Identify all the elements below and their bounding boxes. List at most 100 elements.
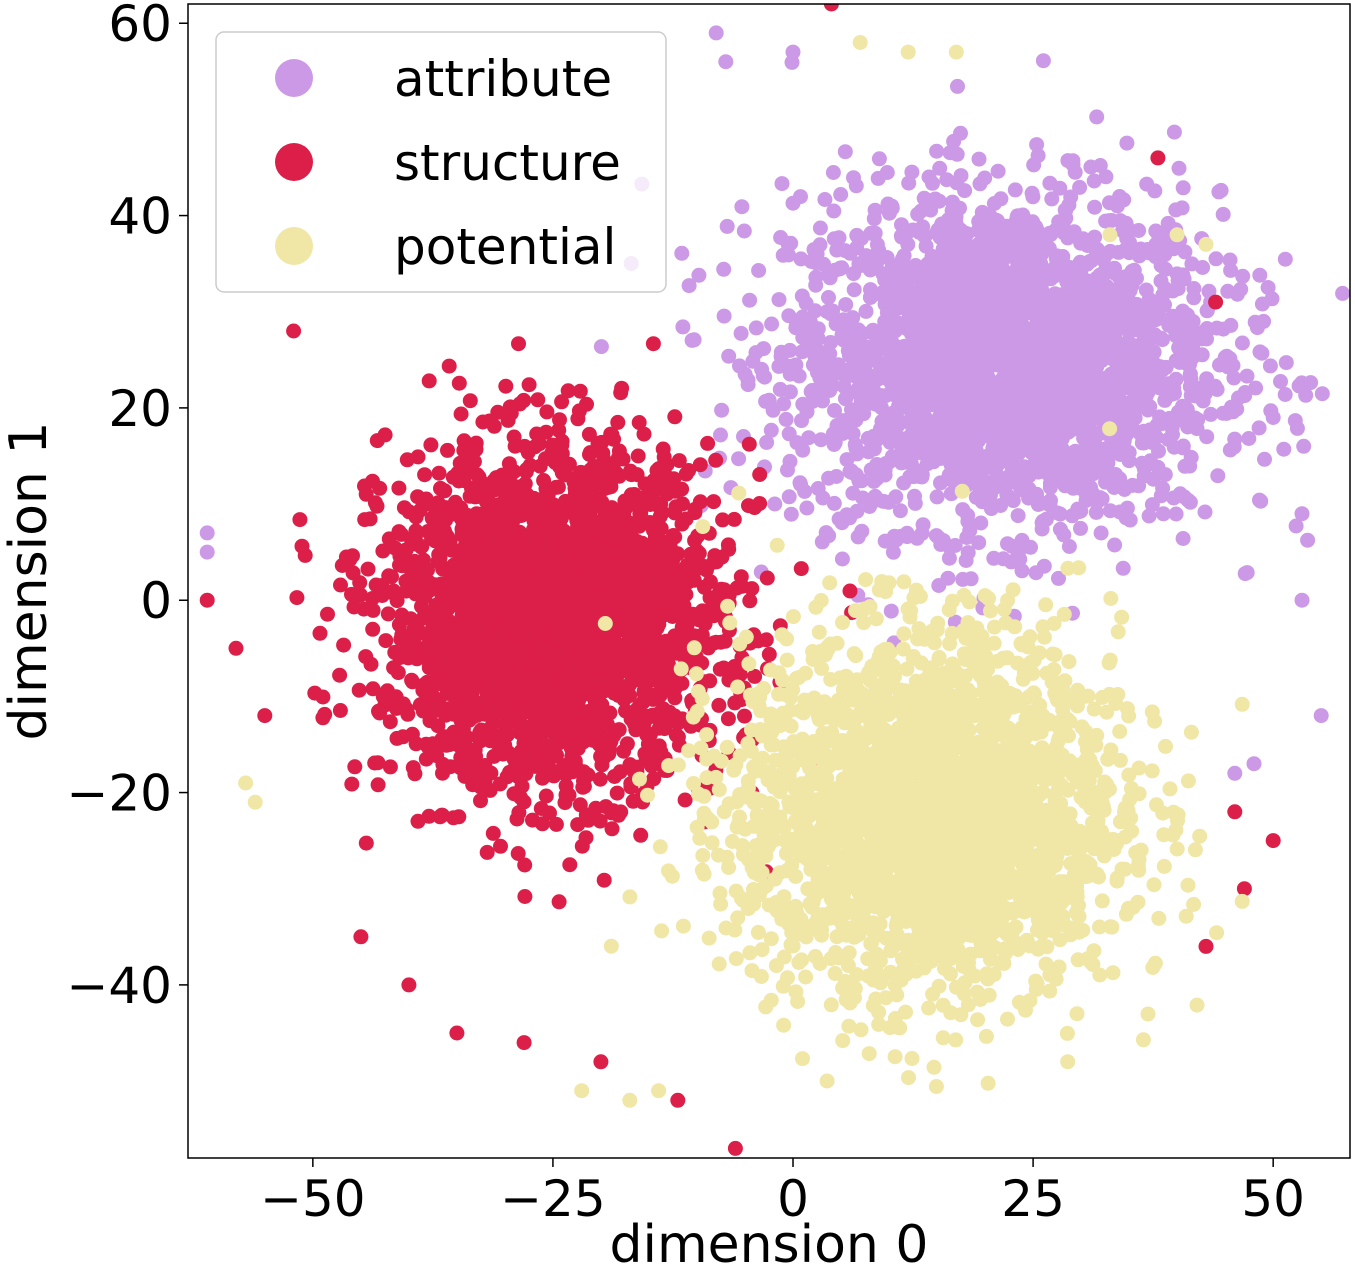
point — [1226, 370, 1242, 386]
point — [951, 301, 967, 317]
point — [451, 375, 467, 391]
point — [1096, 285, 1111, 301]
point — [838, 297, 854, 313]
point — [611, 807, 626, 823]
point — [1253, 493, 1269, 509]
point — [910, 206, 926, 222]
point — [1254, 345, 1270, 361]
point — [965, 394, 981, 410]
point — [902, 428, 918, 444]
point — [1073, 319, 1089, 334]
point — [382, 759, 398, 775]
point — [821, 528, 837, 544]
point — [1175, 412, 1191, 428]
point — [578, 830, 594, 846]
point — [1208, 251, 1224, 267]
point — [711, 697, 727, 713]
point — [1050, 505, 1066, 521]
point — [879, 165, 895, 180]
point — [916, 379, 932, 395]
point — [493, 838, 508, 854]
point — [332, 667, 348, 683]
point — [852, 350, 868, 366]
point — [744, 581, 760, 597]
point — [700, 435, 716, 451]
point — [1166, 124, 1182, 140]
point — [805, 394, 820, 409]
point — [1157, 467, 1173, 483]
point — [946, 133, 962, 149]
point — [1093, 525, 1109, 541]
point — [759, 434, 775, 450]
point — [721, 348, 737, 364]
point — [358, 835, 374, 851]
outlier-point — [1265, 410, 1281, 425]
point — [826, 437, 842, 452]
point — [596, 750, 612, 766]
point — [521, 377, 537, 393]
point — [1009, 209, 1025, 225]
point — [826, 495, 842, 511]
point — [365, 621, 381, 637]
point — [1056, 527, 1072, 543]
point — [407, 766, 423, 782]
point — [1155, 506, 1171, 522]
point — [914, 469, 930, 485]
point — [967, 467, 983, 483]
point — [1231, 390, 1246, 406]
point — [1111, 244, 1127, 260]
point — [1010, 508, 1026, 524]
point — [858, 303, 874, 319]
point — [1054, 441, 1070, 457]
point — [736, 223, 752, 239]
point — [1335, 285, 1350, 301]
point — [1175, 531, 1191, 546]
point — [813, 432, 829, 448]
point — [1035, 53, 1051, 69]
point — [500, 412, 516, 428]
point — [1168, 506, 1184, 522]
point — [530, 392, 546, 408]
point — [1351, 436, 1355, 451]
point — [518, 464, 534, 480]
point — [1138, 374, 1153, 390]
point — [982, 429, 998, 445]
point — [931, 193, 947, 209]
point — [967, 248, 983, 264]
point — [778, 411, 794, 427]
point — [748, 320, 764, 336]
point — [1014, 245, 1030, 261]
point — [410, 813, 426, 829]
point — [996, 400, 1012, 416]
point — [716, 261, 732, 277]
point — [1223, 262, 1239, 278]
point — [842, 583, 858, 599]
point — [399, 452, 415, 468]
point — [752, 467, 768, 482]
point — [941, 550, 957, 566]
point — [1071, 370, 1087, 386]
point — [1239, 368, 1255, 384]
point — [312, 625, 328, 641]
point — [892, 394, 908, 410]
point — [408, 523, 424, 539]
point — [1025, 266, 1041, 282]
point — [1089, 243, 1104, 258]
point — [670, 546, 686, 562]
point — [929, 428, 945, 444]
point — [1071, 504, 1087, 520]
point — [1164, 317, 1180, 333]
point — [1007, 277, 1023, 293]
point — [315, 689, 331, 705]
point — [1102, 350, 1118, 366]
point — [362, 511, 378, 527]
point — [637, 723, 653, 739]
point — [949, 146, 965, 162]
point — [877, 533, 893, 549]
point — [1112, 213, 1128, 229]
point — [631, 672, 647, 688]
point — [1028, 327, 1044, 343]
point — [1005, 460, 1020, 476]
point — [863, 225, 879, 241]
point — [417, 467, 433, 483]
